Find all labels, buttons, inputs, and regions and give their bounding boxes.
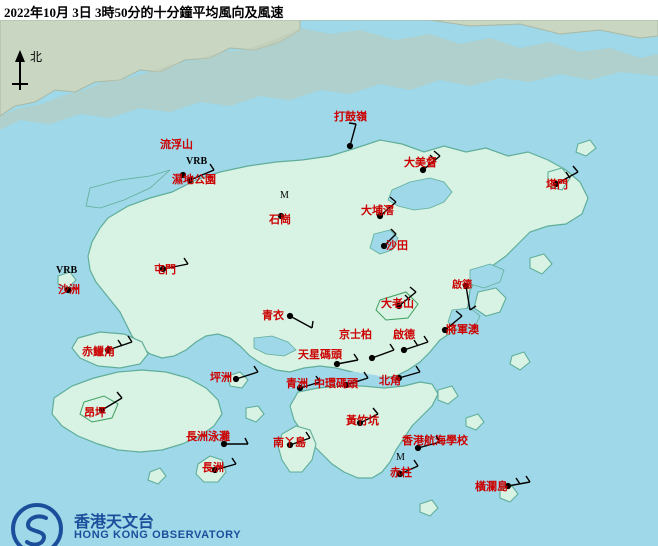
station-label-kings-park: 京士柏: [339, 329, 372, 341]
barb-tsing-yi: [286, 312, 314, 329]
po-toi-island: [419, 499, 439, 517]
station-label-cheung-chau: 長洲: [202, 462, 224, 474]
mainland-edge-strip: [0, 28, 658, 130]
station-label-cheung-chau-beach: 長洲泳灘: [186, 431, 230, 443]
barb-central-pier: [342, 371, 369, 389]
country-park-outline-lantau: [79, 395, 119, 423]
tide-cove-inlet: [369, 229, 399, 255]
north-arrow-glyph: [12, 50, 28, 90]
sai-kung-outer-island: [529, 253, 553, 275]
barb-wetland-park: [186, 163, 215, 184]
station-label-kai-tak: 啟德: [393, 329, 415, 341]
station-label-chek-lap-kok: 赤鱲角: [82, 346, 115, 358]
hong-kong-wind-map: 北 流浮山 VRB 濕地公園 打鼓嶺 大美督 塔門 M 石崗 大埔滘 沙田 屯門…: [0, 20, 658, 546]
station-label-tate-s-cairn: 大老山: [381, 298, 414, 310]
barb-shek-kong: [277, 212, 285, 220]
hko-logo: 香港天文台 HONG KONG OBSERVATORY: [10, 500, 260, 546]
tsuen-wan-inlet: [253, 335, 297, 357]
station-label-tai-mei-tuk: 大美督: [404, 157, 437, 169]
barb-ngong-ping: [98, 391, 123, 414]
map-graphics: [0, 20, 658, 517]
hong-kong-island-east-tip: [437, 385, 459, 405]
station-label-sea-school: 香港航海學校: [402, 435, 468, 447]
deep-bay-inlet: [85, 169, 171, 209]
barb-waglan-island: [504, 475, 531, 490]
sai-kung-inlet: [469, 263, 505, 289]
wind-barbs: [64, 122, 579, 490]
barb-ta-kwu-ling: [346, 122, 357, 150]
barb-kai-tak: [400, 335, 429, 354]
station-label-ngong-ping: 昂坪: [84, 407, 106, 419]
station-label-kai-tak-north: 啟德: [452, 280, 472, 291]
station-label-tseung-kwan-o: 將軍澳: [446, 324, 479, 336]
barb-north-point: [395, 365, 421, 382]
hko-logo-chinese: 香港天文台: [74, 514, 155, 531]
station-label-tsing-yi: 青衣: [262, 310, 284, 322]
station-label-tai-po-kau: 大埔滘: [361, 205, 394, 217]
tung-ping-chau-island: [575, 139, 597, 157]
m-mark-shek-kong: M: [280, 190, 289, 201]
station-label-green-island: 青洲: [286, 378, 308, 390]
station-label-ta-kwu-ling: 打鼓嶺: [334, 111, 367, 123]
station-label-wetland-park: 濕地公園: [172, 174, 216, 186]
tung-lung-chau-island: [465, 413, 485, 431]
barb-wong-chuk-hang: [356, 407, 379, 427]
country-park-outline-tai-lam: [375, 291, 419, 321]
station-label-lau-fau-shan: 流浮山: [160, 139, 193, 151]
lantau-island: [51, 369, 223, 453]
station-label-wong-chuk-hang: 黃竹坑: [346, 415, 379, 427]
station-label-shek-kong: 石崗: [269, 214, 291, 226]
barb-tai-mei-tuk: [419, 150, 441, 174]
station-label-tap-mun: 塔門: [546, 179, 568, 191]
ninepin-group-island: [509, 351, 531, 371]
shek-kwu-chau-island: [147, 467, 167, 485]
station-label-tuen-mun: 屯門: [154, 264, 176, 276]
hko-logo-english: HONG KONG OBSERVATORY: [74, 529, 242, 541]
vrb-label-lau-fau-shan: VRB: [186, 156, 208, 167]
page-title: 2022年10月 3日 3時50分的十分鐘平均風向及風速: [4, 5, 284, 20]
barb-lamma-island: [286, 431, 311, 449]
barb-kai-tak-n: [462, 282, 477, 311]
station-label-north-point: 北角: [379, 375, 401, 387]
barb-star-ferry: [333, 353, 359, 368]
hei-ling-chau-island: [245, 405, 265, 423]
north-arrow-label: 北: [30, 50, 43, 64]
lamma-island: [277, 425, 317, 473]
station-label-stanley: 赤柱: [390, 467, 412, 479]
station-label-peng-chau: 坪洲: [210, 372, 232, 384]
kau-sai-chau-island: [473, 287, 507, 317]
barb-cheung-chau: [211, 457, 237, 474]
north-arrow: 北: [8, 48, 48, 94]
station-label-sha-tin: 沙田: [386, 240, 408, 252]
barb-tseung-kwan-o: [441, 310, 463, 334]
barb-kings-park: [368, 343, 395, 362]
station-label-star-ferry: 天星碼頭: [298, 349, 342, 361]
barb-sha-chau: [64, 286, 72, 294]
hko-logo-mark: [11, 503, 63, 546]
barb-chek-lap-kok: [104, 335, 133, 354]
barb-tate-s-cairn: [395, 286, 417, 310]
station-label-central-pier: 中環碼頭: [314, 378, 358, 390]
cheung-chau-island: [195, 455, 227, 483]
barb-green-island: [296, 375, 321, 392]
sha-chau-island: [57, 271, 77, 289]
station-label-waglan-island: 橫瀾島: [475, 481, 508, 493]
barb-lau-fau-shan: [179, 171, 187, 179]
mainland-landmass-2: [300, 20, 658, 39]
barb-stanley: [396, 459, 419, 478]
station-label-lamma-island: 南丫島: [273, 437, 306, 449]
barb-tap-mun: [552, 165, 579, 188]
vrb-label-sha-chau: VRB: [56, 265, 78, 276]
barb-tuen-mun: [159, 257, 189, 273]
m-mark-stanley: M: [396, 452, 405, 463]
barb-tai-po-kau: [376, 196, 397, 220]
barb-sha-tin: [380, 228, 397, 250]
barb-cheung-chau-beach: [220, 437, 249, 448]
barb-peng-chau: [232, 365, 259, 383]
barb-sea-school: [414, 435, 441, 452]
station-label-sha-chau: 沙洲: [58, 284, 80, 296]
